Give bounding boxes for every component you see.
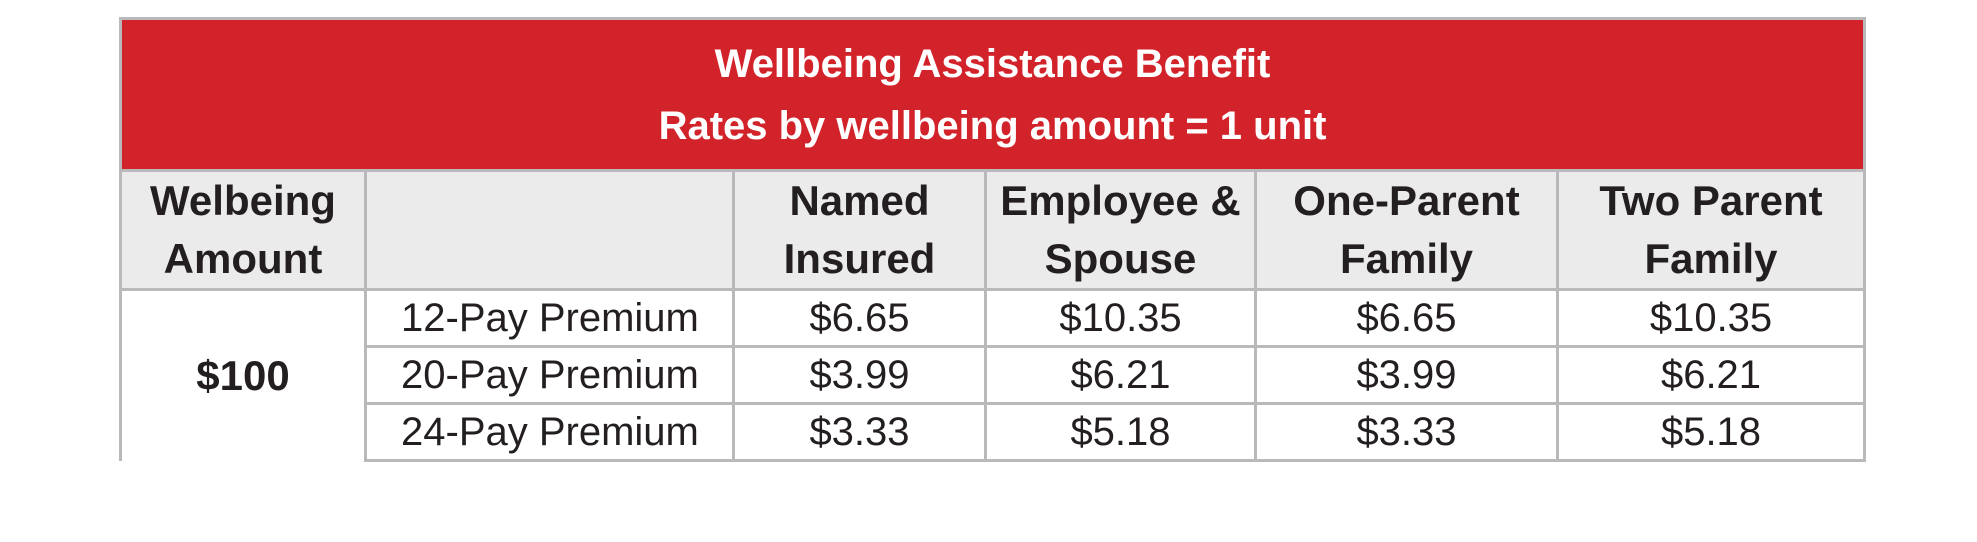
- table-title-line-2: Rates by wellbeing amount = 1 unit: [658, 103, 1327, 148]
- table-row: 24-Pay Premium $3.33 $5.18 $3.33 $5.18: [121, 402, 1867, 462]
- header-two-parent-family: Two Parent Family: [1555, 169, 1867, 291]
- title-row: Wellbeing Assistance Benefit Rates by we…: [118, 17, 1867, 172]
- rate-cell: $6.65: [732, 288, 987, 348]
- rate-cell: $5.18: [984, 402, 1257, 462]
- rate-cell: $3.33: [1254, 402, 1559, 462]
- rates-table: Wellbeing Assistance Benefit Rates by we…: [118, 17, 1867, 462]
- rate-cell: $10.35: [984, 288, 1257, 348]
- table-title-line-1: Wellbeing Assistance Benefit: [714, 41, 1271, 86]
- header-one-parent-family: One-Parent Family: [1254, 169, 1559, 291]
- row-label: 20-Pay Premium: [364, 345, 735, 405]
- row-label: 24-Pay Premium: [364, 402, 735, 462]
- rate-cell: $5.18: [1555, 402, 1867, 462]
- rate-cell: $6.21: [984, 345, 1257, 405]
- header-employee-spouse: Employee & Spouse: [984, 169, 1257, 291]
- rate-cell: $10.35: [1555, 288, 1867, 348]
- table-row: 20-Pay Premium $3.99 $6.21 $3.99 $6.21: [121, 345, 1867, 405]
- header-welbeing-amount: Welbeing Amount: [119, 169, 367, 291]
- row-label: 12-Pay Premium: [364, 288, 735, 348]
- header-row: Welbeing Amount Named Insured Employee &…: [119, 169, 1867, 291]
- table-row: $100 12-Pay Premium $6.65 $10.35 $6.65 $…: [119, 288, 1867, 461]
- header-premium-type: [364, 169, 735, 291]
- header-named-insured: Named Insured: [732, 169, 987, 291]
- rate-cell: $6.21: [1555, 345, 1867, 405]
- rate-cell: $6.65: [1254, 288, 1559, 348]
- table-title: Wellbeing Assistance Benefit Rates by we…: [118, 17, 1867, 172]
- rate-cell: $3.99: [1254, 345, 1559, 405]
- amount-cell: $100: [119, 288, 367, 461]
- rate-cell: $3.33: [732, 402, 987, 462]
- rate-cell: $3.99: [732, 345, 987, 405]
